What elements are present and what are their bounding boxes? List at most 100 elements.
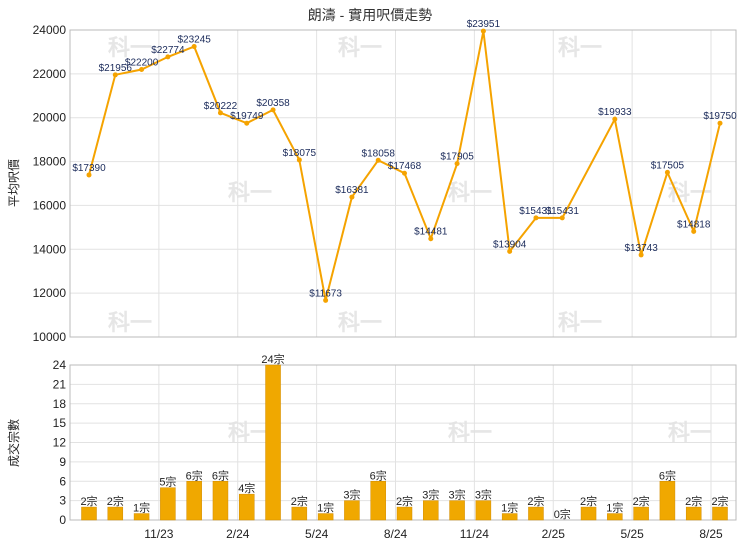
- line-chart-y-tick-label: 22000: [33, 67, 67, 81]
- price-data-label: $15431: [546, 206, 580, 217]
- volume-bar: [317, 513, 334, 521]
- price-point: [691, 228, 697, 234]
- watermark-text: 科一: [558, 35, 602, 60]
- price-data-label: $23245: [177, 35, 211, 46]
- volume-bar: [475, 500, 492, 521]
- bar-chart-y-tick-label: 24: [53, 358, 67, 372]
- volume-bar: [239, 493, 255, 521]
- volume-data-label: 2宗: [396, 494, 413, 508]
- price-data-label: $14481: [414, 227, 448, 238]
- price-point: [612, 116, 618, 122]
- price-point: [533, 215, 539, 221]
- price-point: [507, 248, 513, 254]
- volume-data-label: 6宗: [659, 468, 676, 482]
- volume-data-label: 2宗: [527, 494, 544, 508]
- bar-chart-x-tick-label: 11/23: [144, 527, 173, 541]
- price-data-label: $13904: [493, 239, 527, 250]
- price-data-label: $21956: [99, 63, 133, 74]
- price-point: [717, 120, 723, 126]
- price-data-label: $20222: [204, 101, 238, 112]
- volume-bar: [423, 500, 439, 521]
- bar-chart-y-ticks: 0 3 6 9 12 15 18 21 24: [53, 358, 67, 527]
- price-point: [638, 252, 644, 258]
- watermark-text: 科一: [448, 420, 492, 445]
- volume-bar: [396, 506, 413, 521]
- volume-data-label: 3宗: [475, 488, 492, 502]
- volume-bar: [580, 506, 597, 521]
- watermark-text: 科一: [448, 180, 492, 205]
- volume-data-label: 1宗: [606, 501, 623, 515]
- price-data-label: $17905: [440, 152, 474, 163]
- bar-chart-x-tick-label: 2/24: [226, 527, 250, 541]
- volume-data-label: 0宗: [554, 507, 571, 521]
- price-point: [139, 66, 145, 72]
- volume-bar: [107, 506, 124, 521]
- watermark-text: 科一: [338, 35, 382, 60]
- bar-chart-y-tick-label: 21: [53, 377, 67, 391]
- volume-bar: [501, 513, 518, 521]
- line-chart-grid: [70, 29, 736, 338]
- price-point: [454, 161, 460, 167]
- price-point: [86, 172, 92, 178]
- line-chart-y-tick-label: 20000: [33, 111, 67, 125]
- volume-data-label: 24宗: [261, 352, 284, 366]
- volume-bar: [712, 506, 728, 521]
- watermark-text: 科一: [558, 310, 602, 335]
- price-point: [191, 44, 197, 50]
- price-data-label: $13743: [624, 243, 658, 254]
- volume-bar: [685, 506, 702, 521]
- volume-bar: [186, 481, 202, 521]
- bar-chart-y-tick-label: 15: [53, 416, 67, 430]
- volume-data-label: 2宗: [291, 494, 308, 508]
- watermark-text: 科一: [228, 180, 272, 205]
- line-chart-y-tick-label: 16000: [33, 198, 67, 212]
- bar-chart-x-tick-label: 5/24: [305, 527, 329, 541]
- price-point: [112, 72, 118, 78]
- volume-data-label: 2宗: [80, 494, 97, 508]
- price-point: [296, 157, 302, 163]
- volume-bar: [528, 506, 544, 521]
- price-data-label: $11673: [309, 288, 342, 299]
- line-chart-y-tick-label: 18000: [33, 155, 67, 169]
- volume-bar: [160, 487, 176, 521]
- bar-chart-y-tick-label: 0: [59, 513, 66, 527]
- bar-chart-x-tick-label: 8/25: [699, 527, 723, 541]
- price-series-line: [88, 30, 721, 301]
- line-chart-y-tick-label: 14000: [33, 242, 67, 256]
- price-point: [165, 54, 171, 60]
- volume-bar: [633, 506, 649, 521]
- price-point: [375, 157, 381, 163]
- price-data-label: $14818: [677, 219, 711, 230]
- price-data-label: $22200: [125, 57, 159, 68]
- price-data-label: $19749: [230, 111, 264, 122]
- bar-chart-y-tick-label: 9: [59, 455, 66, 469]
- price-labels: $17390$21956$22200$22774$23245$20222$197…: [72, 19, 737, 299]
- bar-chart-x-tick-label: 2/25: [542, 527, 566, 541]
- volume-bar: [81, 506, 97, 521]
- volume-bar: [265, 364, 281, 521]
- line-chart-y-tick-label: 12000: [33, 286, 67, 300]
- price-points: [86, 28, 723, 303]
- volume-bar: [133, 513, 150, 521]
- volume-bar: [291, 506, 308, 521]
- volume-labels: 2宗 2宗 1宗 5宗 6宗 6宗 4宗 24宗 2宗 1宗 3宗 6宗 2宗 3宗 3宗 3宗 1宗 2宗 0宗 2…: [80, 352, 728, 521]
- bar-chart-y-label: 成交宗數: [6, 419, 21, 467]
- watermark-text: 科一: [668, 420, 712, 445]
- bar-chart-y-tick-label: 18: [53, 397, 67, 411]
- price-data-label: $19750: [703, 111, 737, 122]
- price-point: [349, 194, 355, 200]
- chart-title: 朗濤 - 實用呎價走勢: [308, 7, 432, 23]
- bar-chart-x-ticks: 11/23 2/24 5/24 8/24 11/24 2/25 5/25 8/25: [144, 527, 723, 541]
- volume-data-label: 4宗: [238, 481, 255, 495]
- price-data-label: $15431: [519, 206, 553, 217]
- price-data-label: $23951: [467, 19, 501, 30]
- price-point: [664, 169, 670, 175]
- volume-bar: [659, 481, 676, 521]
- price-data-label: $20358: [256, 98, 290, 109]
- price-data-label: $19933: [598, 107, 632, 118]
- price-point: [480, 28, 486, 34]
- volume-data-label: 2宗: [107, 494, 124, 508]
- price-point: [559, 215, 565, 221]
